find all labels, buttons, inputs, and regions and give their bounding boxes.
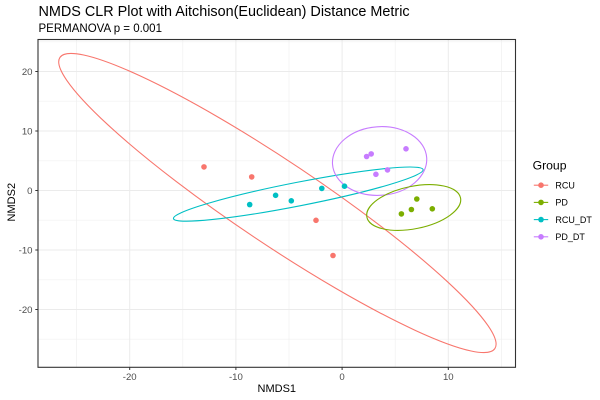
svg-text:-20: -20 xyxy=(123,372,137,383)
svg-text:NMDS1: NMDS1 xyxy=(258,383,297,395)
svg-text:RCU_DT: RCU_DT xyxy=(555,215,592,225)
svg-text:0: 0 xyxy=(27,186,32,197)
svg-text:PERMANOVA p = 0.001: PERMANOVA p = 0.001 xyxy=(39,23,162,35)
svg-text:20: 20 xyxy=(22,67,33,78)
svg-text:0: 0 xyxy=(339,372,344,383)
svg-text:10: 10 xyxy=(22,126,33,137)
svg-text:RCU: RCU xyxy=(555,181,575,191)
svg-text:10: 10 xyxy=(443,372,454,383)
svg-text:NMDS2: NMDS2 xyxy=(6,183,18,222)
svg-text:PD: PD xyxy=(555,198,568,208)
svg-text:-10: -10 xyxy=(19,245,33,256)
svg-text:-20: -20 xyxy=(19,305,33,316)
svg-text:Group: Group xyxy=(533,159,567,173)
svg-text:-10: -10 xyxy=(229,372,243,383)
svg-text:NMDS CLR Plot with Aitchison(E: NMDS CLR Plot with Aitchison(Euclidean) … xyxy=(39,4,410,20)
svg-text:PD_DT: PD_DT xyxy=(555,232,585,242)
